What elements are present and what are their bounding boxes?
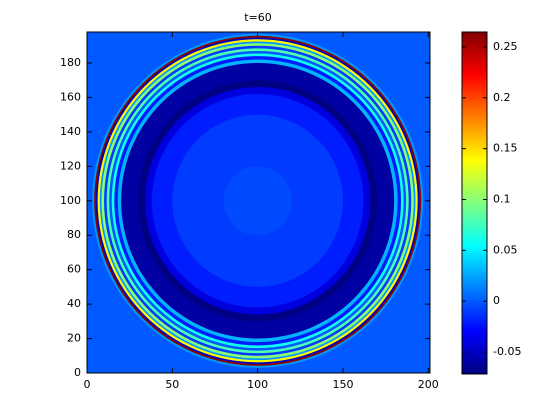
y-tick-label: 80: [67, 228, 81, 241]
x-tick-label: 100: [247, 378, 268, 391]
colorbar-tick-label: 0.15: [493, 142, 518, 155]
y-tick-label: 140: [60, 125, 81, 138]
y-tick-label: 120: [60, 159, 81, 172]
x-tick-label: 150: [332, 378, 353, 391]
colorbar-frame: [461, 31, 488, 375]
colorbar-tick-label: -0.05: [493, 345, 521, 358]
x-tick-label: 50: [165, 378, 179, 391]
colorbar-tick-label: 0.05: [493, 243, 518, 256]
y-tick-label: 40: [67, 297, 81, 310]
y-tick-label: 100: [60, 194, 81, 207]
colorbar-tick-label: 0.2: [493, 91, 511, 104]
y-tick-label: 0: [74, 366, 81, 379]
plot-frame: [86, 31, 431, 374]
y-tick-label: 180: [60, 56, 81, 69]
chart-title: t=60: [244, 11, 272, 24]
y-tick-label: 20: [67, 332, 81, 345]
colorbar: [462, 32, 487, 374]
colorbar-tick-label: 0.25: [493, 40, 518, 53]
y-tick-label: 60: [67, 263, 81, 276]
heatmap-image: [87, 32, 430, 373]
colorbar-tick-label: 0: [493, 294, 500, 307]
x-tick-label: 0: [84, 378, 91, 391]
y-tick-label: 160: [60, 90, 81, 103]
x-tick-label: 200: [418, 378, 439, 391]
colorbar-tick-label: 0.1: [493, 192, 511, 205]
ring: [223, 166, 292, 236]
